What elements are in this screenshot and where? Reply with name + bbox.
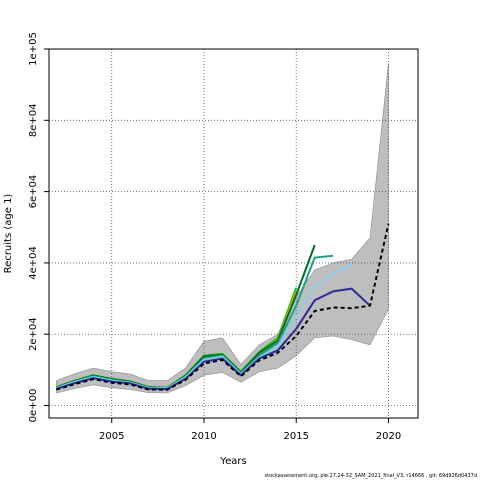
x-tick-label: 2020 xyxy=(376,431,401,442)
footer-caption: stockassessment.org, ple.27.24-32_SAM_20… xyxy=(264,473,477,479)
series-line-7 xyxy=(56,223,390,391)
y-tick-label: 4e+04 xyxy=(28,246,39,280)
x-tick-label: 2005 xyxy=(99,431,124,442)
y-tick-label: 6e+04 xyxy=(28,175,39,209)
series-line-5 xyxy=(56,263,353,390)
x-tick-label: 2010 xyxy=(191,431,216,442)
series-layer xyxy=(56,223,390,391)
x-tick-label: 2015 xyxy=(284,431,309,442)
y-axis-title: Recruits (age 1) xyxy=(3,194,14,274)
confidence-band xyxy=(56,63,389,394)
y-tick-label: 2e+04 xyxy=(28,317,39,351)
axis-layer: 2005 2010 2015 2020 0e+00 2e+04 4e+04 6e+04 8e+0… xyxy=(28,32,401,442)
plot-frame xyxy=(48,48,419,419)
series-line-6 xyxy=(56,287,371,391)
y-tick-label: 1e+05 xyxy=(28,32,39,66)
x-axis-title: Years xyxy=(219,456,246,467)
confidence-band-layer xyxy=(56,63,389,394)
y-tick-label: 8e+04 xyxy=(28,103,39,137)
y-tick-label: 0e+00 xyxy=(28,389,39,423)
